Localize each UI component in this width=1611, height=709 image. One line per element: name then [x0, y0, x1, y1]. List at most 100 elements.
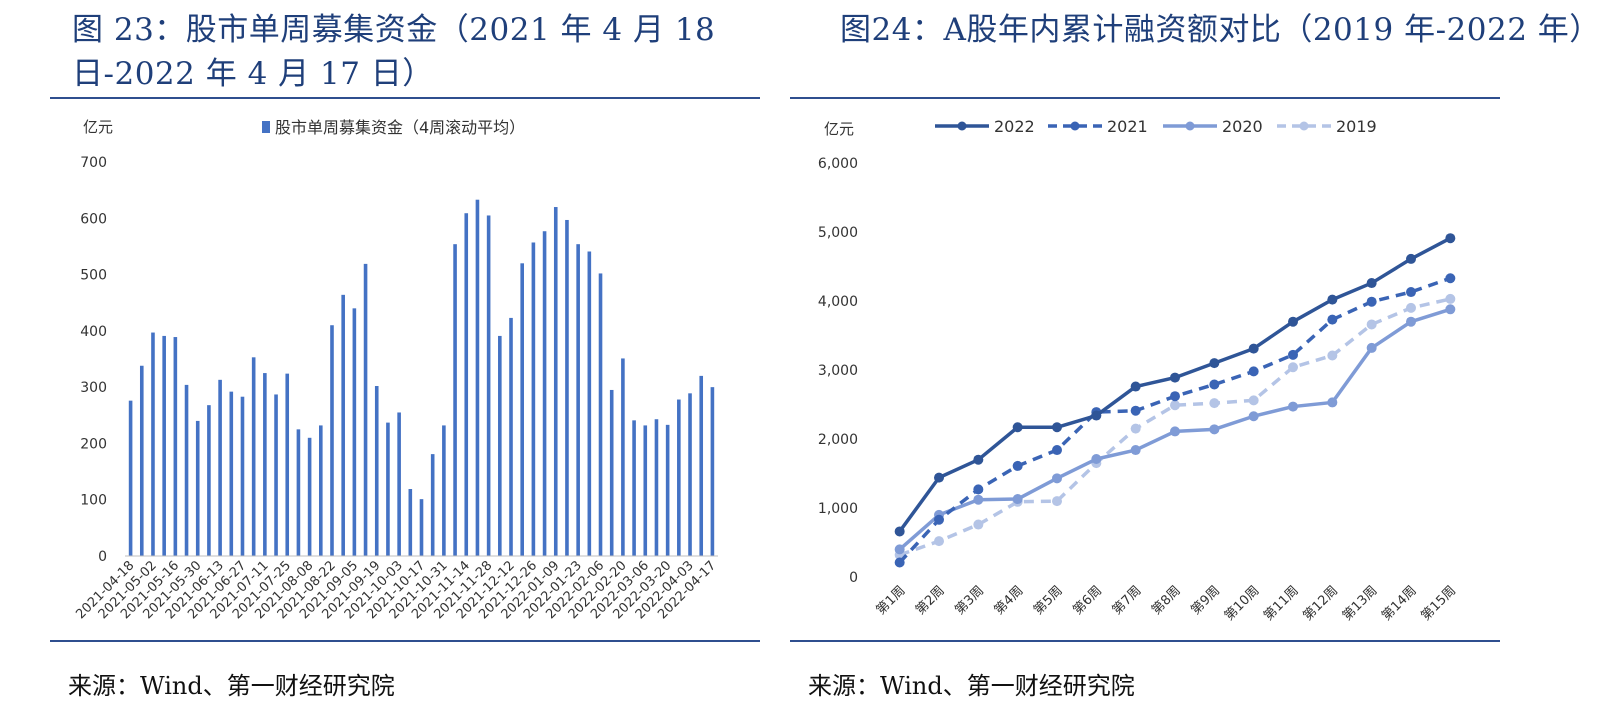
y-tick-label: 400 [80, 324, 107, 340]
bar [643, 425, 648, 556]
bar [553, 207, 558, 556]
x-tick-label: 第1周 [874, 583, 909, 618]
data-point-2019 [1288, 362, 1298, 373]
data-point-2022 [1170, 372, 1180, 383]
bar [352, 308, 357, 556]
x-tick-label: 第8周 [1149, 583, 1184, 618]
legend-marker [1070, 121, 1080, 131]
legend-label: 2021 [1107, 117, 1148, 136]
left-figure-panel: 图 23：股市单周募集资金（2021 年 4 月 18 日-2022 年 4 月… [0, 0, 790, 709]
y-tick-label: 500 [80, 268, 107, 284]
bar [531, 242, 536, 556]
bar [576, 244, 580, 557]
bar [151, 332, 155, 556]
bar [699, 375, 704, 556]
bar [207, 405, 211, 556]
bar [587, 251, 592, 556]
bar [374, 386, 379, 556]
right-figure-panel: 图24：A股年内累计融资额对比（2019 年-2022 年） 亿元 0 1,000 2… [790, 0, 1611, 709]
source-note: 来源：Wind、第一财经研究院 [68, 672, 395, 700]
data-point-2019 [1406, 302, 1416, 313]
data-point-2022 [1366, 278, 1377, 289]
x-tick-label: 第9周 [1188, 583, 1223, 618]
data-point-2022 [934, 472, 944, 483]
legend-marker [957, 121, 967, 131]
x-tick-label: 第4周 [992, 583, 1027, 618]
y-axis-unit-label: 亿元 [83, 118, 113, 136]
y-tick-label: 700 [80, 155, 107, 171]
x-tick-label: 第11周 [1261, 583, 1302, 624]
data-point-2019 [1248, 395, 1259, 406]
bar [509, 317, 513, 556]
bar [598, 273, 603, 556]
data-point-2022 [1327, 294, 1338, 305]
data-point-2019 [934, 536, 944, 547]
bar [565, 219, 569, 556]
data-point-2021 [934, 514, 944, 525]
x-tick-label: 第7周 [1110, 583, 1145, 618]
y-tick-label: 1,000 [818, 501, 858, 517]
bar [632, 420, 636, 556]
source-note: 来源：Wind、第一财经研究院 [808, 672, 1135, 700]
bar [419, 499, 424, 556]
y-tick-label: 100 [80, 493, 107, 509]
y-tick-label: 0 [98, 549, 107, 565]
bar [520, 263, 524, 556]
bar [386, 422, 390, 556]
bar [665, 424, 670, 556]
data-point-2021 [1052, 445, 1062, 456]
x-tick-label: 第12周 [1300, 583, 1341, 624]
data-point-2019 [973, 519, 984, 530]
y-tick-label: 6,000 [818, 156, 858, 172]
legend-label: 2019 [1336, 117, 1377, 136]
data-point-2022 [1012, 422, 1023, 433]
legend-marker [1299, 121, 1309, 131]
line-chart: 亿元 0 1,000 2,000 3,000 4,000 5,000 6,000 2022 202… [818, 117, 1459, 624]
title-underline [790, 97, 1500, 99]
data-point-2022 [894, 526, 905, 537]
bar [218, 379, 222, 556]
data-point-2022 [1248, 343, 1259, 354]
bar-chart: 亿元 0 100 200 300 400 500 600 700 股市单周募集资金（4周滚动平均）… [73, 118, 719, 622]
data-point-2020 [1130, 445, 1141, 456]
data-point-2020 [1052, 473, 1062, 484]
legend-label: 股市单周募集资金（4周滚动平均） [275, 118, 525, 137]
bar [363, 263, 368, 556]
legend-label: 2020 [1222, 117, 1263, 136]
x-tick-label: 第14周 [1379, 583, 1420, 624]
data-point-2021 [1170, 391, 1180, 402]
bar [139, 365, 144, 556]
y-tick-label: 2,000 [818, 432, 858, 448]
data-point-2021 [894, 557, 905, 568]
legend-marker [1185, 121, 1195, 131]
bar [486, 215, 491, 556]
data-point-2019 [1130, 423, 1141, 434]
legend-swatch [262, 121, 270, 133]
data-point-2020 [894, 544, 905, 555]
data-point-2022 [1052, 422, 1062, 433]
data-point-2021 [1288, 349, 1298, 360]
data-point-2020 [1327, 397, 1338, 408]
bottom-rule [50, 640, 760, 642]
series-line-2021 [898, 276, 1451, 564]
data-point-2021 [1209, 379, 1220, 390]
bar [688, 393, 692, 556]
bar [397, 412, 401, 556]
data-point-2021 [1130, 405, 1141, 416]
data-point-2020 [1366, 342, 1377, 353]
data-point-2022 [1445, 233, 1456, 244]
data-point-2021 [1327, 314, 1338, 325]
data-point-2019 [1445, 293, 1456, 304]
data-point-2021 [1248, 366, 1259, 377]
x-tick-label: 第13周 [1340, 583, 1381, 624]
data-point-2020 [1170, 426, 1180, 437]
y-tick-label: 0 [849, 570, 858, 586]
bar [296, 429, 301, 556]
x-tick-label: 第2周 [913, 583, 948, 618]
bar [229, 391, 234, 556]
data-point-2021 [1445, 273, 1456, 284]
data-point-2022 [1406, 253, 1416, 264]
bar [677, 399, 681, 556]
data-point-2020 [1091, 454, 1102, 465]
data-point-2020 [1248, 411, 1259, 422]
